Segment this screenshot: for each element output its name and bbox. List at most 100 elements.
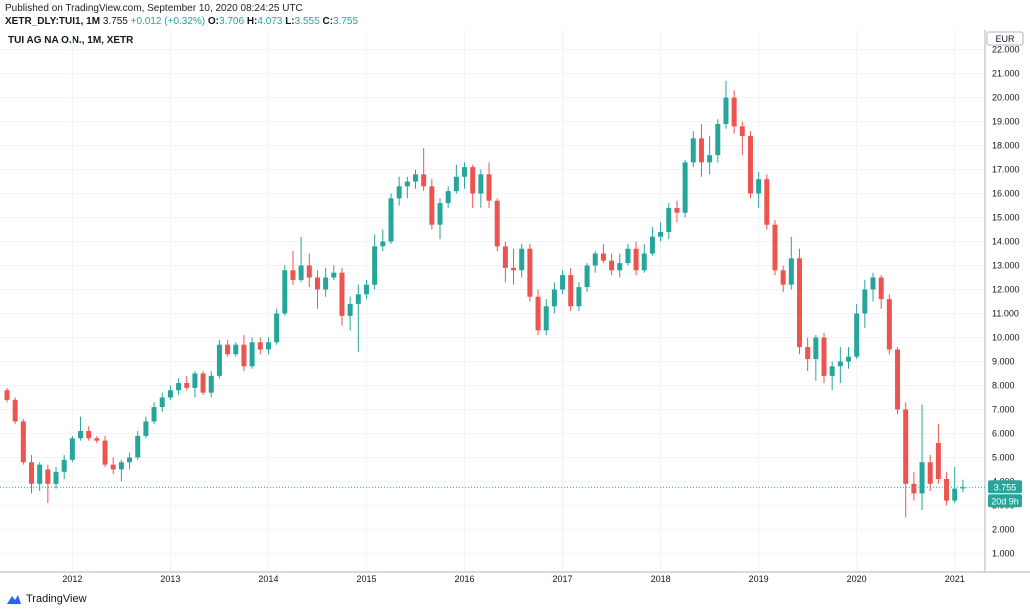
candle-body <box>747 135 753 194</box>
y-tick-label: 13.000 <box>992 261 1020 271</box>
candle-body <box>363 284 369 295</box>
candle-body <box>829 366 835 376</box>
x-tick-label: 2014 <box>258 574 278 584</box>
candle-body <box>911 483 917 494</box>
candle-body <box>519 248 525 271</box>
candle <box>658 222 664 242</box>
candle <box>846 347 852 369</box>
candle-body <box>511 267 517 271</box>
candle <box>739 121 745 156</box>
candle <box>886 294 892 355</box>
candle <box>519 243 525 278</box>
y-tick-label: 2.000 <box>992 524 1015 534</box>
ohlc-legend: XETR_DLY:TUI1, 1M 3.755 +0.012 (+0.32%) … <box>5 16 358 27</box>
candle <box>396 176 402 206</box>
candle-body <box>641 253 647 271</box>
candle-body <box>331 272 337 278</box>
close-label: C: <box>322 16 334 27</box>
candle <box>216 339 222 379</box>
candle <box>453 164 459 194</box>
candle-body <box>846 356 852 362</box>
candle-body <box>429 186 435 225</box>
candle <box>805 337 811 372</box>
candle <box>551 282 557 314</box>
candle-body <box>617 263 623 271</box>
candle <box>94 435 100 444</box>
candle-body <box>821 337 827 376</box>
candle <box>192 371 198 398</box>
candle <box>388 193 394 244</box>
candle-body <box>796 258 802 348</box>
candle-body <box>952 488 958 501</box>
candle <box>723 80 729 129</box>
candle <box>592 251 598 273</box>
candle <box>413 169 418 189</box>
candle-body <box>837 361 843 367</box>
candle-body <box>413 174 418 182</box>
candle <box>86 426 92 441</box>
candle <box>445 186 451 208</box>
y-tick-label: 16.000 <box>992 189 1020 199</box>
candle-body <box>715 123 721 156</box>
candle-body <box>69 438 75 460</box>
candle <box>298 236 304 283</box>
low-label: L: <box>285 16 295 27</box>
candle <box>870 272 876 302</box>
candle-body <box>944 479 950 501</box>
candle <box>159 392 165 412</box>
candle <box>176 378 182 396</box>
candle <box>960 479 966 493</box>
candle-body <box>404 181 410 187</box>
candle <box>919 404 925 511</box>
candle <box>895 347 901 415</box>
candle <box>707 135 713 175</box>
candle-body <box>764 179 770 225</box>
candle-body <box>265 342 271 350</box>
x-axis[interactable]: 2012 2013 2014 2015 2016 2017 2018 2019 2020 2021 <box>62 574 964 584</box>
candle-body <box>86 431 92 439</box>
candle-body <box>927 462 933 484</box>
candle-body <box>903 409 909 484</box>
candle-body <box>682 162 688 213</box>
currency-box[interactable] <box>986 31 1024 46</box>
candle <box>829 361 835 391</box>
candle-body <box>658 231 664 237</box>
candle-body <box>192 373 198 388</box>
candle-body <box>396 186 402 199</box>
candle-body <box>176 383 182 391</box>
candle <box>854 303 860 360</box>
candle-body <box>78 431 84 439</box>
candle-body <box>478 174 484 194</box>
candle-body <box>45 469 51 484</box>
candle <box>265 337 271 355</box>
candle <box>543 299 549 336</box>
candle-body <box>282 270 288 314</box>
y-axis[interactable]: 1.0002.0003.0004.0005.0006.0007.0008.000… <box>992 45 1020 559</box>
x-tick-label: 2013 <box>160 574 180 584</box>
candle-body <box>551 289 557 307</box>
candle-body <box>355 294 361 304</box>
candle-body <box>935 443 941 480</box>
candle <box>486 162 492 208</box>
candle <box>813 335 819 381</box>
candle-body <box>600 253 606 261</box>
y-tick-label: 20.000 <box>992 93 1020 103</box>
last-price-tag-bg <box>988 480 1022 494</box>
y-tick-label: 15.000 <box>992 213 1020 223</box>
footer-brand[interactable]: TradingView <box>6 593 87 605</box>
candle-body <box>584 265 590 288</box>
candle <box>135 431 141 460</box>
candle <box>470 164 476 208</box>
candle <box>306 253 312 288</box>
candle-body <box>388 198 394 242</box>
candle <box>641 243 647 273</box>
candle-body <box>184 383 190 388</box>
candle-body <box>895 349 901 410</box>
candle-body <box>249 342 255 367</box>
last-price: 3.755 <box>102 16 128 27</box>
candle <box>511 248 517 285</box>
candle-body <box>298 265 304 280</box>
candle-body <box>576 287 582 307</box>
last-price-tag: 3.755 20d 9h <box>988 480 1022 508</box>
